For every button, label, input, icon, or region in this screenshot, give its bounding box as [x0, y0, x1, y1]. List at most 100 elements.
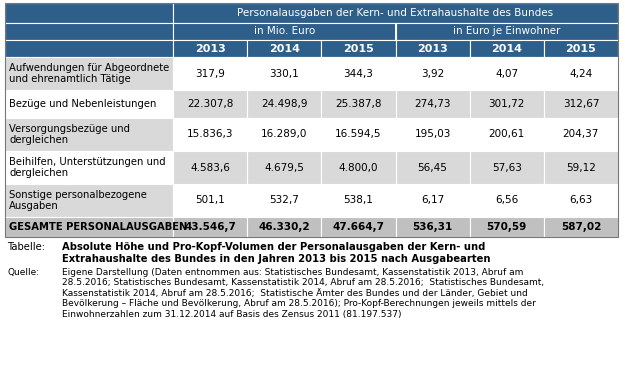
Bar [544, 57, 618, 90]
Bar [321, 184, 396, 217]
Bar [247, 118, 321, 151]
Text: 536,31: 536,31 [412, 222, 452, 232]
Bar [396, 217, 469, 237]
Text: Absolute Höhe und Pro-Kopf-Volumen der Personalausgaben der Kern- und
Extrahaush: Absolute Höhe und Pro-Kopf-Volumen der P… [62, 242, 491, 264]
Bar [396, 90, 469, 118]
Bar [321, 118, 396, 151]
Bar [5, 40, 173, 57]
Text: 2015: 2015 [343, 44, 374, 54]
Bar [396, 184, 469, 217]
Bar [396, 57, 469, 90]
Text: GESAMTE PERSONALAUSGABEN: GESAMTE PERSONALAUSGABEN [9, 222, 187, 232]
Bar [247, 90, 321, 118]
Bar [5, 184, 173, 217]
Text: 317,9: 317,9 [195, 68, 225, 78]
Text: 330,1: 330,1 [269, 68, 299, 78]
Text: 22.307,8: 22.307,8 [187, 99, 233, 109]
Text: 4,07: 4,07 [495, 68, 518, 78]
Bar [5, 151, 173, 184]
Text: 46.330,2: 46.330,2 [259, 222, 310, 232]
Text: 274,73: 274,73 [414, 99, 451, 109]
Bar [173, 40, 247, 57]
Text: 56,45: 56,45 [418, 163, 447, 173]
Bar [247, 40, 321, 57]
Text: 570,59: 570,59 [487, 222, 527, 232]
Text: 538,1: 538,1 [344, 195, 373, 205]
Text: 4.679,5: 4.679,5 [264, 163, 304, 173]
Bar [173, 217, 247, 237]
Bar [469, 184, 544, 217]
Bar [544, 40, 618, 57]
Text: 2015: 2015 [566, 44, 596, 54]
Text: 57,63: 57,63 [492, 163, 522, 173]
Bar [396, 23, 618, 40]
Bar [321, 40, 396, 57]
Bar [396, 151, 469, 184]
Text: 195,03: 195,03 [414, 129, 451, 139]
Text: 25.387,8: 25.387,8 [335, 99, 382, 109]
Bar [321, 57, 396, 90]
Bar [173, 57, 247, 90]
Text: 2014: 2014 [491, 44, 522, 54]
Bar [321, 90, 396, 118]
Bar [544, 118, 618, 151]
Bar [5, 3, 618, 237]
Text: 4.800,0: 4.800,0 [339, 163, 378, 173]
Bar [173, 118, 247, 151]
Bar [173, 184, 247, 217]
Text: 2014: 2014 [269, 44, 300, 54]
Text: 4.583,6: 4.583,6 [190, 163, 230, 173]
Text: 15.836,3: 15.836,3 [187, 129, 233, 139]
Text: Bezüge und Nebenleistungen: Bezüge und Nebenleistungen [9, 99, 156, 109]
Text: Eigene Darstellung (Daten entnommen aus: Statistisches Bundesamt, Kassenstatisti: Eigene Darstellung (Daten entnommen aus:… [62, 268, 544, 318]
Bar [469, 90, 544, 118]
Bar [321, 151, 396, 184]
Text: 532,7: 532,7 [269, 195, 299, 205]
Text: 16.594,5: 16.594,5 [335, 129, 382, 139]
Text: 6,56: 6,56 [495, 195, 518, 205]
Bar [5, 217, 173, 237]
Bar [5, 3, 173, 23]
Bar [469, 151, 544, 184]
Text: 47.664,7: 47.664,7 [332, 222, 384, 232]
Bar [173, 3, 618, 23]
Bar [469, 57, 544, 90]
Text: Personalausgaben der Kern- und Extrahaushalte des Bundes: Personalausgaben der Kern- und Extrahaus… [238, 8, 554, 18]
Bar [247, 57, 321, 90]
Bar [5, 118, 173, 151]
Bar [173, 151, 247, 184]
Text: Tabelle:: Tabelle: [7, 242, 45, 252]
Text: 43.546,7: 43.546,7 [184, 222, 236, 232]
Bar [247, 217, 321, 237]
Bar [469, 217, 544, 237]
Text: 344,3: 344,3 [344, 68, 373, 78]
Text: 3,92: 3,92 [421, 68, 444, 78]
Bar [544, 90, 618, 118]
Bar [173, 23, 396, 40]
Bar [247, 184, 321, 217]
Text: Sonstige personalbezogene
Ausgaben: Sonstige personalbezogene Ausgaben [9, 190, 147, 211]
Bar [544, 184, 618, 217]
Bar [247, 151, 321, 184]
Text: in Euro je Einwohner: in Euro je Einwohner [453, 27, 561, 37]
Text: 59,12: 59,12 [566, 163, 596, 173]
Text: in Mio. Euro: in Mio. Euro [254, 27, 315, 37]
Bar [5, 57, 173, 90]
Bar [321, 217, 396, 237]
Text: Quelle:: Quelle: [7, 268, 39, 277]
Text: 6,63: 6,63 [569, 195, 592, 205]
Text: 16.289,0: 16.289,0 [261, 129, 308, 139]
Text: 4,24: 4,24 [569, 68, 592, 78]
Text: 6,17: 6,17 [421, 195, 444, 205]
Text: 301,72: 301,72 [489, 99, 525, 109]
Text: 2013: 2013 [195, 44, 226, 54]
Text: 312,67: 312,67 [562, 99, 599, 109]
Bar [396, 40, 469, 57]
Bar [173, 90, 247, 118]
Text: 200,61: 200,61 [489, 129, 525, 139]
Bar [5, 23, 173, 40]
Text: 2013: 2013 [418, 44, 448, 54]
Bar [394, 23, 396, 40]
Text: 501,1: 501,1 [195, 195, 225, 205]
Text: Aufwendungen für Abgeordnete
und ehrenamtlich Tätige: Aufwendungen für Abgeordnete und ehrenam… [9, 63, 169, 84]
